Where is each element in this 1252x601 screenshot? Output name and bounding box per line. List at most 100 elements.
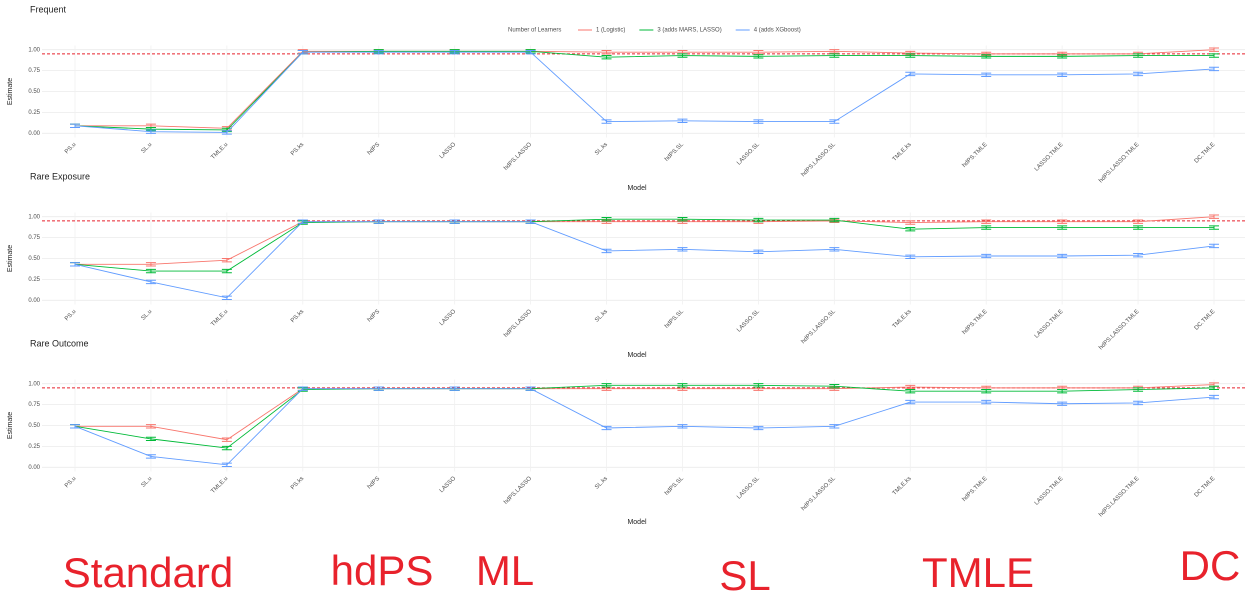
x-axis-title: Model — [627, 352, 647, 359]
error-bar — [677, 247, 688, 252]
x-tick-label: PS.ks — [290, 476, 305, 491]
error-bar — [905, 254, 916, 259]
panel-title: Frequent — [30, 4, 67, 14]
x-tick-label: hdPS.SL — [664, 308, 685, 329]
error-bar — [1133, 387, 1144, 392]
x-tick-label: PS.ks — [290, 309, 305, 324]
error-bar — [905, 53, 916, 58]
error-bar — [981, 225, 992, 230]
x-tick-label: TMLE.u — [210, 142, 229, 161]
error-bar — [1133, 400, 1144, 406]
error-bar — [829, 119, 840, 124]
error-bar — [753, 249, 764, 254]
error-bar — [297, 50, 308, 55]
x-tick-label: SL.u — [140, 309, 153, 322]
x-tick-label: LASSO.TMLE — [1034, 142, 1065, 173]
x-tick-label: SL.ks — [594, 142, 609, 157]
error-bar — [829, 49, 840, 54]
error-bar — [221, 295, 232, 300]
x-tick-label: hdPS.LASSO.SL — [801, 308, 838, 345]
panel-title: Rare Outcome — [30, 338, 89, 348]
error-bar — [981, 72, 992, 77]
error-bar — [449, 219, 460, 224]
error-bar — [145, 454, 156, 459]
error-bar — [70, 123, 80, 128]
x-tick-label: hdPS.SL — [664, 475, 685, 496]
error-bar — [221, 437, 232, 442]
group-label: TMLE — [922, 549, 1034, 596]
error-bar — [145, 262, 156, 267]
error-bar — [145, 436, 156, 442]
error-bar — [525, 50, 536, 55]
y-tick-label: 0.00 — [28, 298, 40, 304]
x-tick-label: LASSO.SL — [736, 308, 761, 333]
error-bar — [1209, 53, 1219, 58]
x-tick-label: TMLE.ks — [892, 476, 913, 497]
x-tick-label: PS.u — [64, 142, 77, 155]
group-label: ML — [476, 547, 534, 594]
y-tick-label: 1.00 — [28, 47, 40, 53]
legend-title: Number of Learners — [508, 28, 561, 34]
x-tick-label: PS.ks — [290, 142, 305, 157]
y-tick-label: 0.25 — [28, 277, 40, 283]
error-bar — [1133, 219, 1144, 224]
error-bar — [449, 50, 460, 55]
x-axis-title: Model — [627, 185, 647, 192]
error-bar — [601, 425, 612, 431]
x-tick-label: DC.TMLE — [1194, 142, 1217, 165]
error-bar — [1057, 253, 1068, 259]
error-bar — [221, 268, 232, 274]
x-tick-label: SL.u — [140, 142, 153, 155]
group-label: SL — [719, 552, 770, 599]
x-tick-label: hdPS — [367, 142, 382, 157]
error-bar — [525, 219, 536, 224]
error-bar — [753, 217, 764, 223]
series-line — [75, 216, 1215, 265]
legend-label: 3 (adds MARS, LASSO) — [657, 28, 721, 34]
x-tick-label: TMLE.u — [210, 309, 229, 328]
error-bar — [829, 424, 840, 429]
x-tick-label: hdPS — [367, 309, 382, 324]
x-tick-label: LASSO.TMLE — [1034, 476, 1065, 507]
x-tick-label: hdPS.LASSO — [503, 309, 533, 339]
error-bar — [1133, 71, 1144, 77]
error-bar — [905, 220, 916, 225]
y-tick-label: 0.50 — [28, 256, 40, 262]
x-tick-label: LASSO — [439, 309, 458, 328]
error-bar — [601, 119, 612, 124]
error-bar — [981, 219, 992, 224]
error-bar — [677, 383, 688, 388]
y-axis-title: Estimate — [7, 245, 14, 272]
x-tick-label: LASSO — [439, 476, 458, 495]
error-bar — [525, 386, 536, 391]
error-bar — [829, 247, 840, 252]
series-line — [74, 51, 1215, 133]
error-bar — [1209, 243, 1219, 249]
series-line — [74, 218, 1214, 272]
series-line — [75, 49, 1215, 129]
y-axis-title: Estimate — [7, 412, 14, 439]
x-tick-label: hdPS.LASSO.TMLE — [1098, 142, 1140, 184]
error-bar — [297, 386, 308, 391]
error-bar — [145, 268, 156, 274]
x-tick-label: TMLE.ks — [892, 309, 913, 330]
error-bar — [221, 130, 232, 135]
panel-title: Rare Exposure — [30, 171, 90, 181]
error-bar — [1133, 252, 1144, 258]
error-bar — [1057, 225, 1068, 230]
x-tick-label: hdPS.TMLE — [962, 309, 989, 336]
series-line — [74, 384, 1215, 449]
error-bar — [905, 384, 916, 390]
y-tick-label: 0.75 — [28, 235, 40, 241]
error-bar — [1209, 385, 1219, 391]
x-tick-label: hdPS.TMLE — [962, 142, 989, 169]
series-line — [74, 221, 1215, 299]
error-bar — [677, 118, 688, 123]
error-bar — [981, 399, 992, 405]
error-bar — [373, 219, 384, 224]
error-bar — [1057, 219, 1068, 224]
group-label: hdPS — [331, 547, 434, 594]
error-bar — [905, 227, 916, 232]
error-bar — [677, 424, 688, 429]
error-bar — [145, 424, 156, 429]
